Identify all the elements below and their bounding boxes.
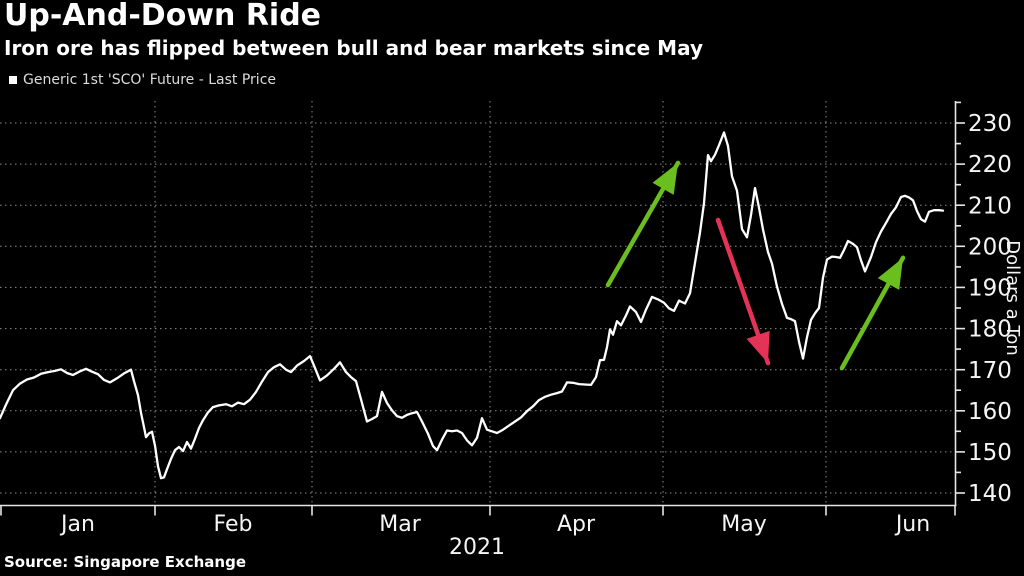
bull-arrow-1 (605, 160, 681, 288)
y-tick-label: 210 (968, 193, 1012, 219)
x-month-label: Apr (557, 512, 596, 537)
x-month-label: Mar (379, 512, 421, 537)
legend-swatch-icon (9, 76, 17, 84)
y-tick-label: 200 (968, 234, 1012, 260)
price-line (0, 131, 945, 480)
legend-label: Generic 1st 'SCO' Future - Last Price (23, 72, 277, 88)
chart-subtitle: Iron ore has flipped between bull and be… (4, 36, 703, 60)
source-note: Source: Singapore Exchange (4, 553, 246, 571)
x-month-label: Feb (214, 512, 253, 537)
bear-arrow (715, 217, 771, 366)
x-month-label: May (721, 512, 766, 537)
y-tick-label: 230 (968, 111, 1012, 137)
y-tick-label: 180 (968, 317, 1012, 343)
y-tick-label: 160 (968, 399, 1012, 425)
y-tick-label: 170 (968, 358, 1012, 384)
y-tick-label: 220 (968, 152, 1012, 178)
y-tick-label: 140 (968, 481, 1012, 507)
y-axis-title: Dollars a Ton (1002, 240, 1023, 356)
x-month-label: Jun (894, 512, 930, 537)
y-tick-label: 190 (968, 275, 1012, 301)
x-month-label: Jan (59, 512, 95, 537)
legend: Generic 1st 'SCO' Future - Last Price (9, 72, 276, 88)
chart-title: Up-And-Down Ride (4, 0, 322, 33)
y-tick-label: 150 (968, 440, 1012, 466)
bull-arrow-2 (839, 255, 906, 371)
x-year-label: 2021 (449, 535, 505, 560)
